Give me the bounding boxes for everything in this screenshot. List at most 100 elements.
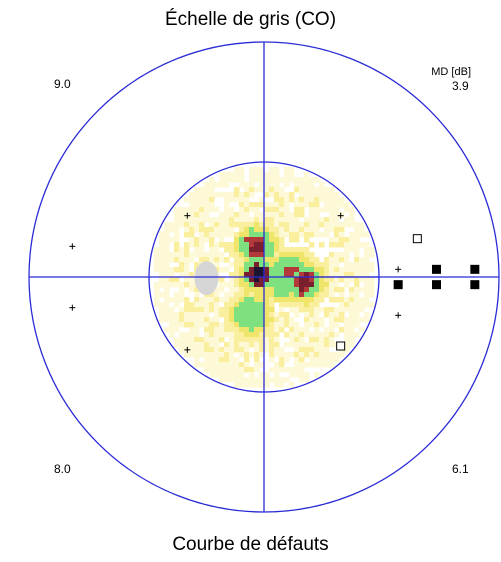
heatmap-cell	[249, 257, 255, 263]
heatmap-cell	[209, 352, 215, 358]
heatmap-cell	[349, 242, 355, 248]
heatmap-cell	[174, 282, 180, 288]
heatmap-cell	[279, 292, 285, 298]
heatmap-cell	[309, 282, 315, 288]
md-lower-left-value: 8.0	[54, 462, 71, 476]
heatmap-cell	[209, 242, 215, 248]
heatmap-cell	[229, 177, 235, 183]
heatmap-cell	[249, 277, 255, 283]
heatmap-cell	[239, 277, 245, 283]
heatmap-cell	[359, 307, 365, 313]
heatmap-cell	[184, 262, 190, 268]
heatmap-cell	[259, 322, 265, 328]
heatmap-cell	[359, 297, 365, 303]
heatmap-cell	[349, 217, 355, 223]
chart-title: Échelle de gris (CO)	[164, 9, 337, 30]
heatmap-cell	[364, 297, 370, 303]
heatmap-cell	[344, 252, 350, 258]
heatmap-cell	[199, 322, 205, 328]
heatmap-cell	[204, 342, 210, 348]
heatmap-cell	[274, 312, 280, 318]
heatmap-cell	[284, 217, 290, 223]
heatmap-cell	[239, 332, 245, 338]
heatmap-cell	[174, 337, 180, 343]
heatmap-cell	[184, 332, 190, 338]
heatmap-cell	[194, 317, 200, 323]
heatmap-cell	[354, 277, 360, 283]
heatmap-cell	[229, 312, 235, 318]
heatmap-cell	[314, 372, 320, 378]
heatmap-cell	[349, 312, 355, 318]
heatmap-cell	[194, 227, 200, 233]
heatmap-cell	[349, 207, 355, 213]
heatmap-cell	[314, 272, 320, 278]
heatmap-cell	[354, 232, 360, 238]
heatmap-cell	[319, 342, 325, 348]
heatmap-cell	[184, 302, 190, 308]
heatmap-cell	[214, 332, 220, 338]
heatmap-cell	[294, 342, 300, 348]
heatmap-cell	[259, 177, 265, 183]
heatmap-cell	[239, 252, 245, 258]
heatmap-cell	[349, 232, 355, 238]
heatmap-cell	[249, 187, 255, 193]
heatmap-cell	[204, 237, 210, 243]
heatmap-cell	[254, 272, 260, 278]
heatmap-cell	[204, 297, 210, 303]
heatmap-cell	[179, 212, 185, 218]
heatmap-cell	[264, 287, 270, 293]
heatmap-cell	[294, 212, 300, 218]
heatmap-cell	[299, 302, 305, 308]
heatmap-cell	[224, 322, 230, 328]
heatmap-cell	[244, 332, 250, 338]
heatmap-cell	[324, 342, 330, 348]
heatmap-cell	[254, 342, 260, 348]
heatmap-cell	[289, 332, 295, 338]
heatmap-cell	[334, 272, 340, 278]
heatmap-cell	[299, 222, 305, 228]
heatmap-cell	[219, 277, 225, 283]
heatmap-cell	[244, 262, 250, 268]
heatmap-cell	[349, 322, 355, 328]
heatmap-cell	[344, 222, 350, 228]
heatmap-cell	[169, 227, 175, 233]
heatmap-cell	[264, 192, 270, 198]
heatmap-cell	[234, 197, 240, 203]
heatmap-cell	[154, 302, 160, 308]
md-upper-right-value: 3.9	[452, 79, 469, 93]
heatmap-cell	[304, 217, 310, 223]
heatmap-cell	[194, 292, 200, 298]
heatmap-cell	[339, 317, 345, 323]
heatmap-cell	[239, 282, 245, 288]
heatmap-cell	[274, 222, 280, 228]
heatmap-cell	[194, 307, 200, 313]
heatmap-cell	[254, 187, 260, 193]
heatmap-cell	[219, 237, 225, 243]
heatmap-cell	[304, 187, 310, 193]
heatmap-cell	[254, 282, 260, 288]
heatmap-cell	[319, 352, 325, 358]
heatmap-cell	[189, 232, 195, 238]
heatmap-cell	[224, 217, 230, 223]
heatmap-cell	[349, 307, 355, 313]
heatmap-cell	[329, 352, 335, 358]
heatmap-cell	[289, 227, 295, 233]
heatmap-cell	[324, 312, 330, 318]
heatmap-cell	[304, 342, 310, 348]
heatmap-cell	[339, 252, 345, 258]
heatmap-cell	[324, 327, 330, 333]
heatmap-cell	[309, 277, 315, 283]
heatmap-cell	[154, 252, 160, 258]
heatmap-cell	[324, 357, 330, 363]
heatmap-cell	[239, 207, 245, 213]
heatmap-cell	[244, 247, 250, 253]
heatmap-cell	[284, 232, 290, 238]
heatmap-cell	[154, 287, 160, 293]
heatmap-cell	[194, 357, 200, 363]
heatmap-cell	[244, 182, 250, 188]
heatmap-cell	[274, 237, 280, 243]
heatmap-cell	[234, 297, 240, 303]
heatmap-cell	[169, 257, 175, 263]
heatmap-cell	[249, 217, 255, 223]
heatmap-cell	[284, 167, 290, 173]
